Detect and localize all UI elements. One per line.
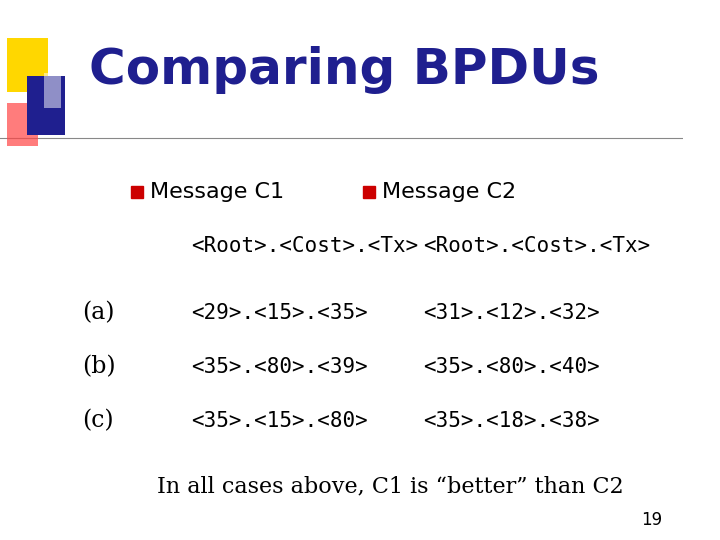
FancyBboxPatch shape: [27, 76, 65, 135]
Text: <Root>.<Cost>.<Tx>: <Root>.<Cost>.<Tx>: [192, 235, 418, 256]
Text: (a): (a): [82, 302, 114, 325]
Text: (b): (b): [82, 356, 116, 379]
Text: <Root>.<Cost>.<Tx>: <Root>.<Cost>.<Tx>: [423, 235, 651, 256]
Text: Message C2: Message C2: [382, 181, 517, 202]
Text: Comparing BPDUs: Comparing BPDUs: [89, 46, 599, 94]
Text: In all cases above, C1 is “better” than C2: In all cases above, C1 is “better” than …: [157, 475, 624, 497]
Text: 19: 19: [642, 511, 662, 529]
Text: (c): (c): [82, 410, 114, 433]
Text: <35>.<80>.<40>: <35>.<80>.<40>: [423, 357, 600, 377]
Text: <31>.<12>.<32>: <31>.<12>.<32>: [423, 303, 600, 323]
Text: <35>.<18>.<38>: <35>.<18>.<38>: [423, 411, 600, 431]
FancyBboxPatch shape: [6, 103, 37, 146]
Text: <35>.<80>.<39>: <35>.<80>.<39>: [192, 357, 368, 377]
Text: Message C1: Message C1: [150, 181, 284, 202]
Text: <35>.<15>.<80>: <35>.<15>.<80>: [192, 411, 368, 431]
FancyBboxPatch shape: [45, 73, 61, 108]
FancyBboxPatch shape: [6, 38, 48, 92]
Text: <29>.<15>.<35>: <29>.<15>.<35>: [192, 303, 368, 323]
